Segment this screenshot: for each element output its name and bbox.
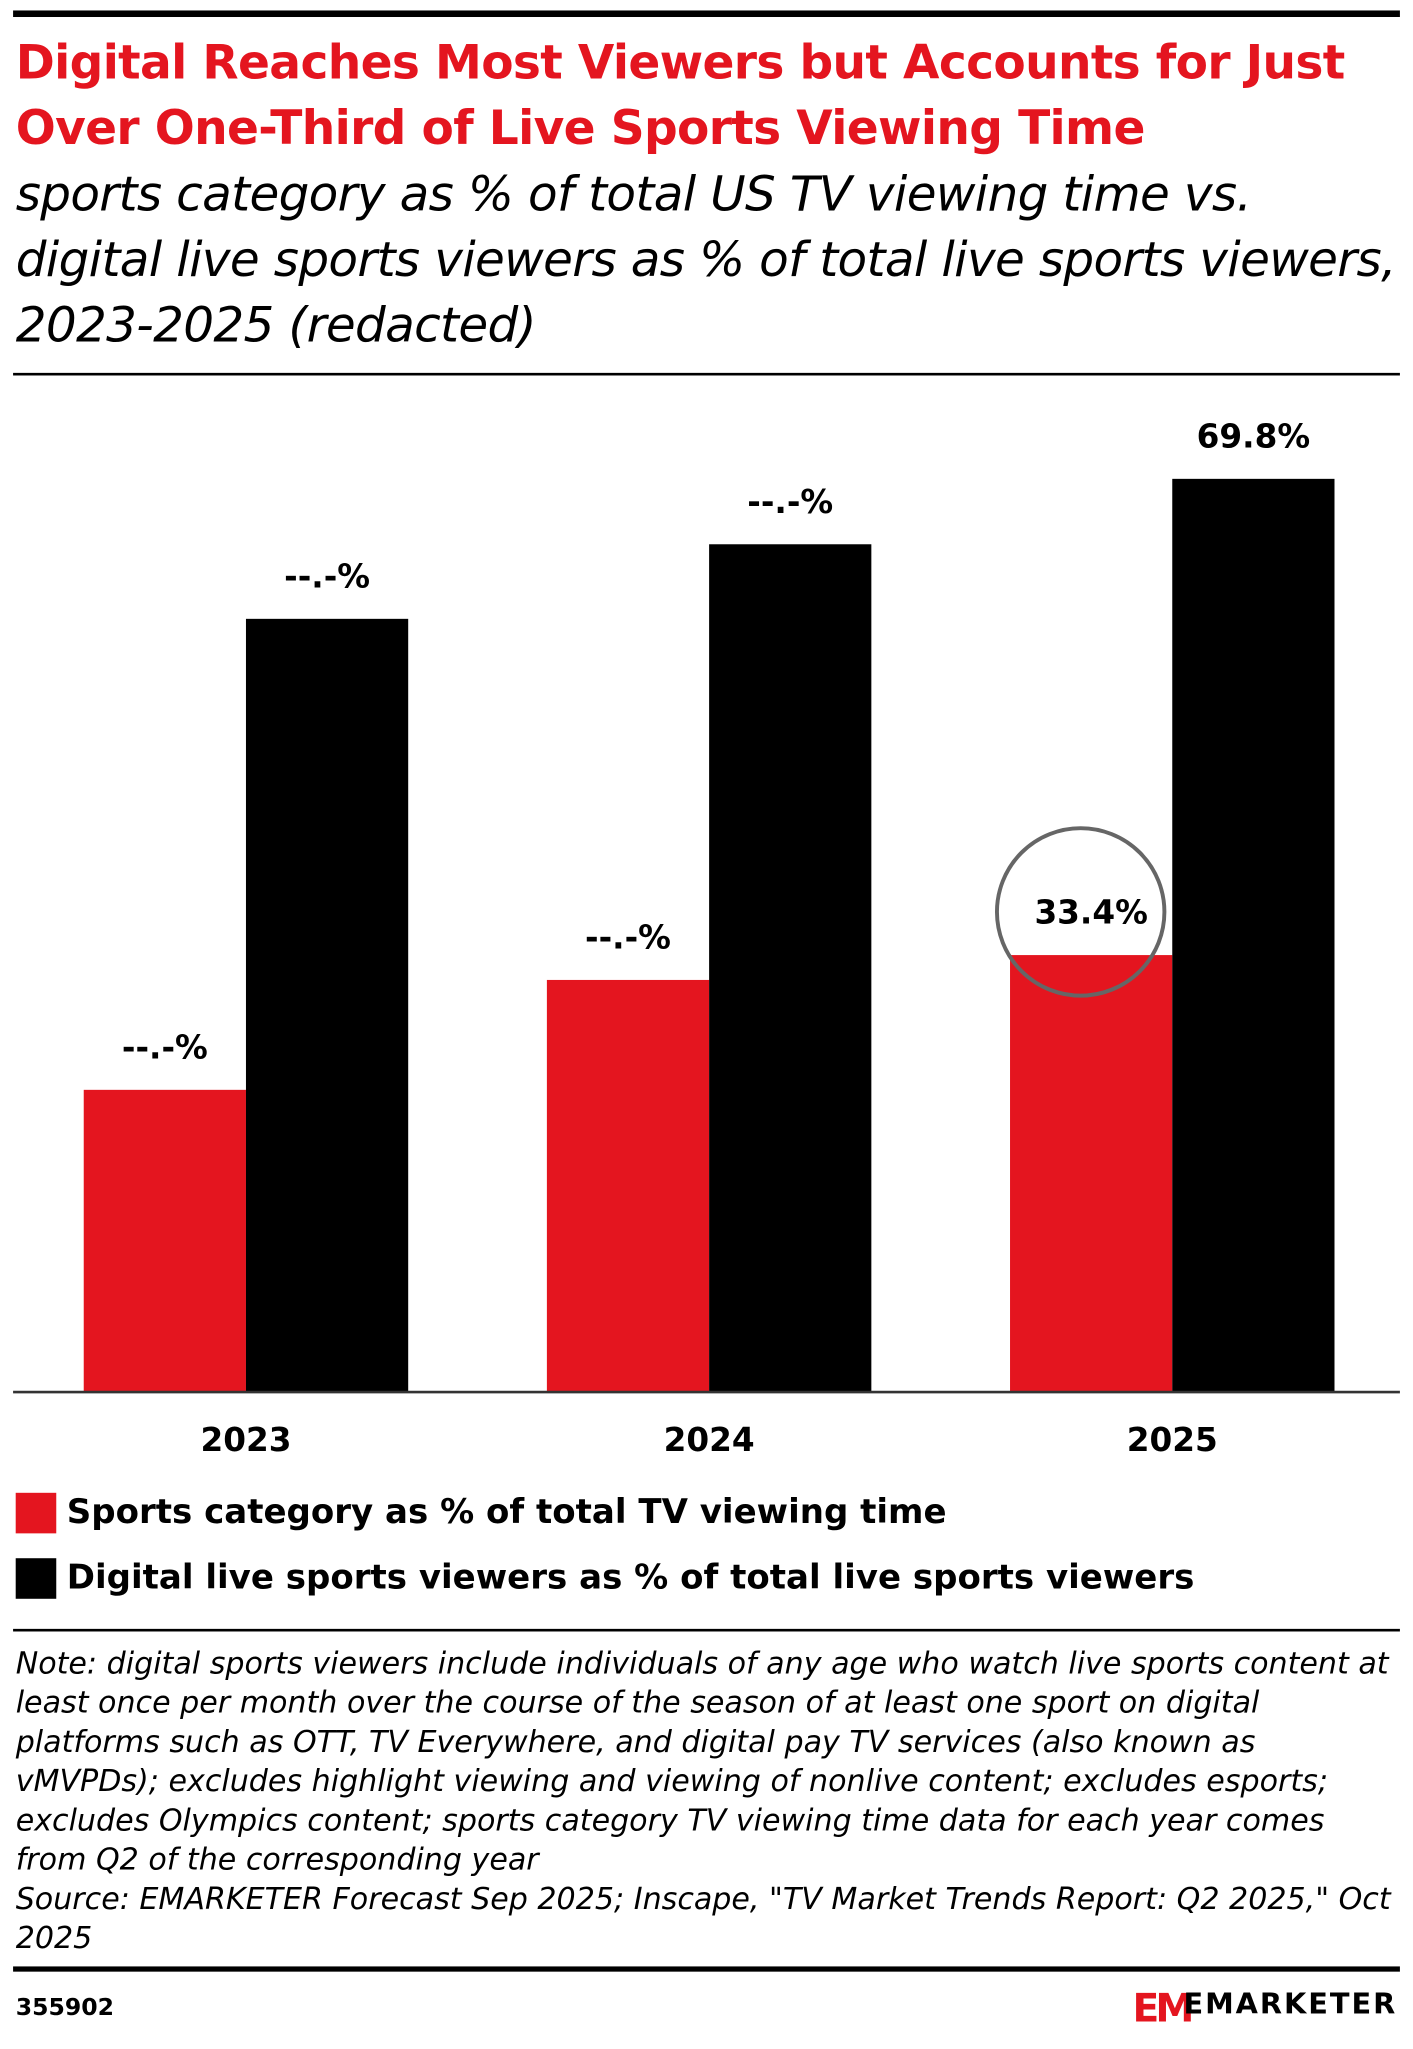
chart-id: 355902 <box>15 1993 115 2022</box>
source: Source: EMARKETER Forecast Sep 2025; Ins… <box>15 1882 1391 1956</box>
rule <box>13 372 1400 376</box>
value-label: --.-% <box>284 557 370 595</box>
top-rule <box>13 10 1400 18</box>
value-label: --.-% <box>747 483 833 521</box>
bar <box>1010 955 1173 1393</box>
legend-swatch <box>15 1492 57 1533</box>
rule <box>13 1628 1400 1632</box>
highlight-circle <box>994 826 1167 998</box>
legend-label: Digital live sports viewers as % of tota… <box>66 1558 1195 1598</box>
chart-subtitle: sports category as % of total US TV view… <box>15 166 1397 354</box>
bottom-rule <box>13 1966 1400 1972</box>
bar <box>546 979 710 1393</box>
legend-item: Sports category as % of total TV viewing… <box>15 1491 947 1533</box>
logo: EM <box>1132 1986 1195 2032</box>
x-tick-label: 2023 <box>200 1421 291 1459</box>
bar <box>83 1089 246 1393</box>
bar <box>709 544 872 1393</box>
bar <box>245 618 409 1393</box>
x-tick-label: 2025 <box>1127 1421 1218 1459</box>
legend-swatch <box>15 1557 57 1599</box>
legend-item: Digital live sports viewers as % of tota… <box>15 1557 1195 1599</box>
bar <box>1172 478 1335 1393</box>
value-label: 33.4% <box>1034 894 1147 932</box>
x-tick-label: 2024 <box>664 1421 755 1459</box>
value-label: --.-% <box>122 1028 208 1066</box>
value-label: --.-% <box>585 919 671 957</box>
legend-label: Sports category as % of total TV viewing… <box>66 1492 947 1533</box>
note: Note: digital sports viewers include ind… <box>15 1647 1389 1878</box>
chart-title: Digital Reaches Most Viewers but Account… <box>15 36 1346 156</box>
value-label: 69.8% <box>1197 417 1310 455</box>
brand: EMARKETER <box>1183 1988 1398 2022</box>
